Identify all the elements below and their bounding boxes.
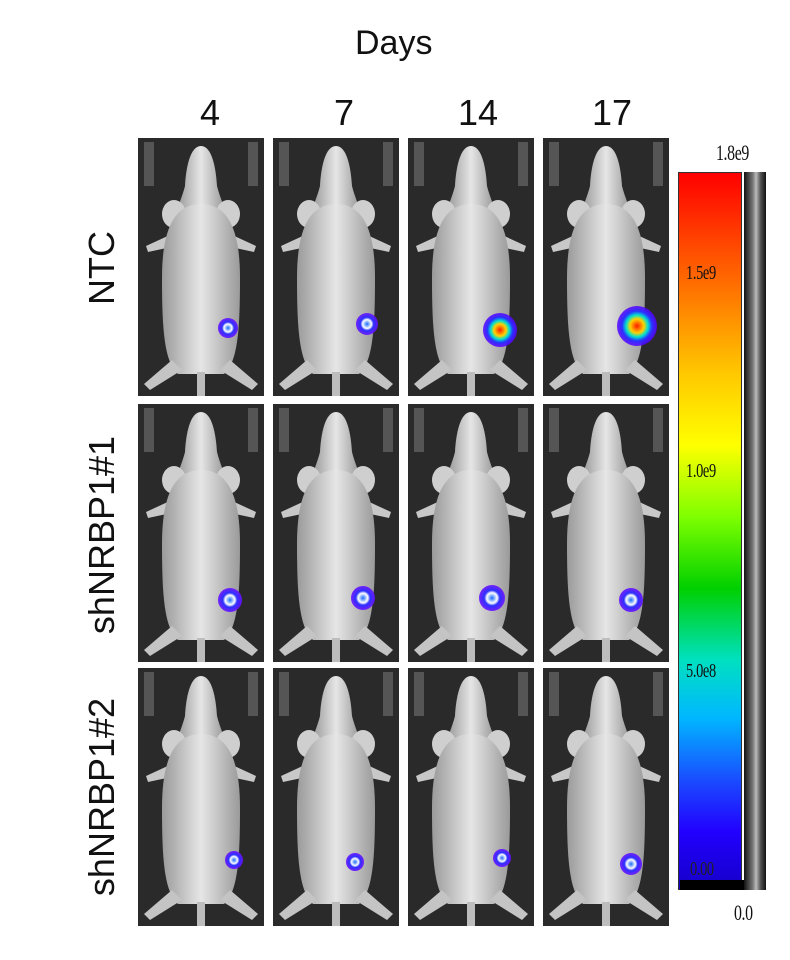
mouse-image-r1-c4 — [543, 138, 669, 396]
scale-label-1-0e9: 1.0e9 — [686, 460, 716, 482]
mouse-image-r1-c3 — [408, 138, 534, 396]
row-label-shnrbp1-1: shNRBP1#1 — [81, 435, 122, 635]
day-label-4: 4 — [199, 92, 221, 133]
scale-label-min-inner: 0.00 — [690, 858, 714, 880]
colorbar — [678, 172, 742, 890]
day-label-17: 17 — [591, 92, 633, 133]
mouse-image-r3-c3 — [408, 668, 534, 926]
mouse-image-r2-c2 — [273, 404, 399, 662]
mouse-image-r3-c1 — [138, 668, 264, 926]
scale-label-5-0e8: 5.0e8 — [686, 660, 716, 682]
day-label-7: 7 — [333, 92, 355, 133]
mouse-image-r1-c1 — [138, 138, 264, 396]
mouse-image-r3-c4 — [543, 668, 669, 926]
day-label-14: 14 — [457, 92, 499, 133]
scale-label-min: 0.0 — [734, 900, 753, 925]
mouse-image-r2-c4 — [543, 404, 669, 662]
scale-label-max: 1.8e9 — [716, 140, 749, 165]
mouse-image-r2-c1 — [138, 404, 264, 662]
mouse-image-r1-c2 — [273, 138, 399, 396]
mouse-image-r3-c2 — [273, 668, 399, 926]
row-label-ntc: NTC — [81, 231, 122, 305]
greyscale-bar — [744, 172, 766, 890]
mouse-image-r2-c3 — [408, 404, 534, 662]
row-label-shnrbp1-2: shNRBP1#2 — [81, 697, 122, 897]
scale-label-1-5e9: 1.5e9 — [686, 262, 716, 284]
days-title: Days — [355, 24, 433, 62]
colorbar-base — [680, 880, 744, 890]
